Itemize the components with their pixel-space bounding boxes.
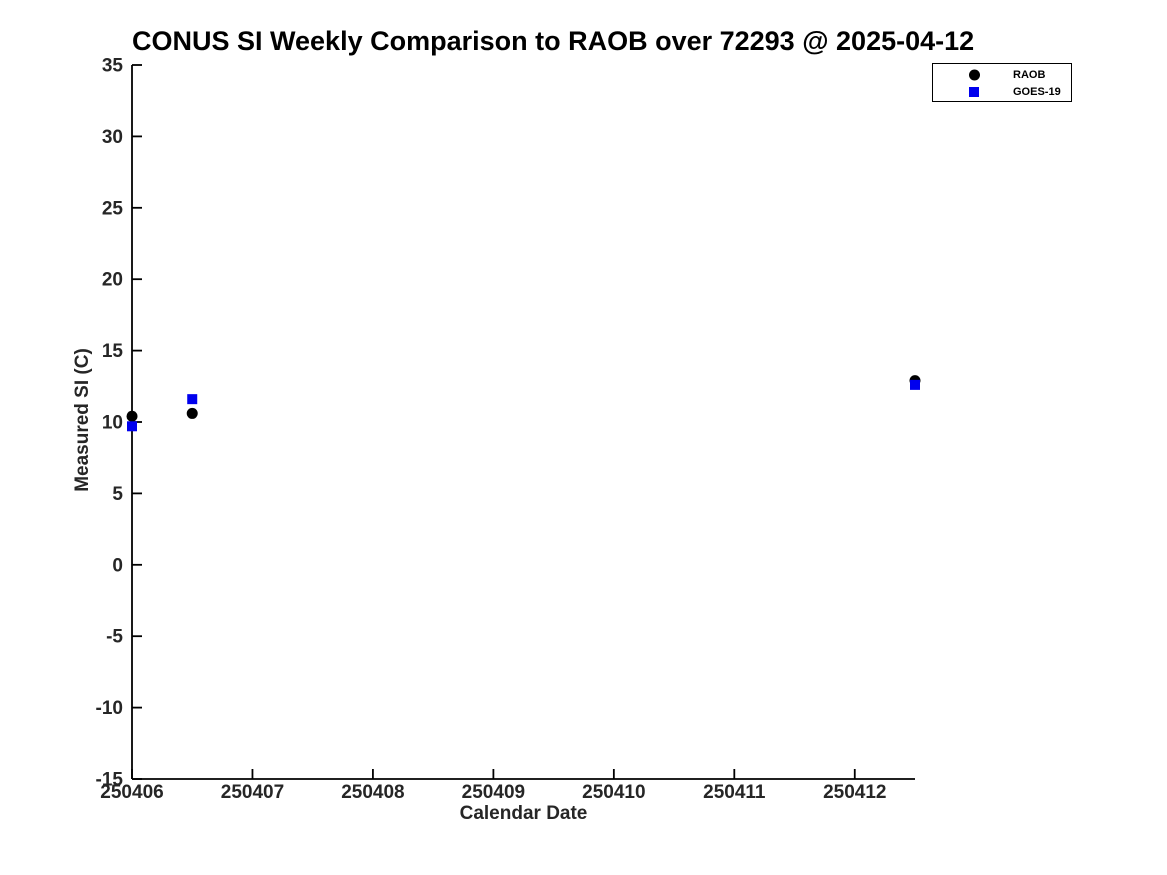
chart-title: CONUS SI Weekly Comparison to RAOB over …	[132, 26, 975, 56]
data-point-goes-19	[910, 379, 920, 390]
data-point-raob	[126, 410, 138, 422]
x-tick-label: 250411	[703, 782, 766, 803]
x-axis-label: Calendar Date	[459, 803, 588, 824]
y-tick-label: 20	[102, 270, 123, 291]
y-tick-label: 5	[112, 484, 123, 505]
y-tick-label: -10	[96, 698, 123, 719]
x-tick-label: 250408	[341, 782, 404, 803]
legend-label: GOES-19	[1013, 85, 1061, 98]
goes19-square-marker-icon	[969, 86, 979, 97]
legend-entry-goes19: GOES-19	[933, 83, 1071, 100]
y-tick-label: 15	[102, 341, 124, 362]
legend: RAOB GOES-19	[932, 63, 1072, 102]
y-tick-label: -15	[96, 770, 124, 791]
y-tick-label: 30	[102, 127, 123, 148]
legend-label: RAOB	[1013, 68, 1046, 81]
raob-circle-marker-icon	[969, 69, 980, 80]
x-tick-label: 250407	[221, 782, 284, 803]
data-point-goes-19	[187, 394, 198, 405]
data-point-goes-19	[127, 421, 137, 432]
legend-entry-raob: RAOB	[933, 66, 1071, 83]
x-tick-label: 250412	[823, 782, 886, 803]
x-tick-label: 250410	[582, 782, 645, 803]
data-point-raob	[186, 407, 198, 419]
y-tick-label: 35	[102, 56, 124, 77]
y-axis-label: Measured SI (C)	[72, 348, 93, 492]
y-tick-label: 25	[102, 198, 124, 219]
y-tick-label: 0	[112, 555, 123, 576]
x-tick-label: 250409	[462, 782, 525, 803]
x-tick-label: 250406	[100, 782, 163, 803]
y-tick-label: 10	[102, 413, 123, 434]
y-tick-label: -5	[106, 627, 123, 648]
